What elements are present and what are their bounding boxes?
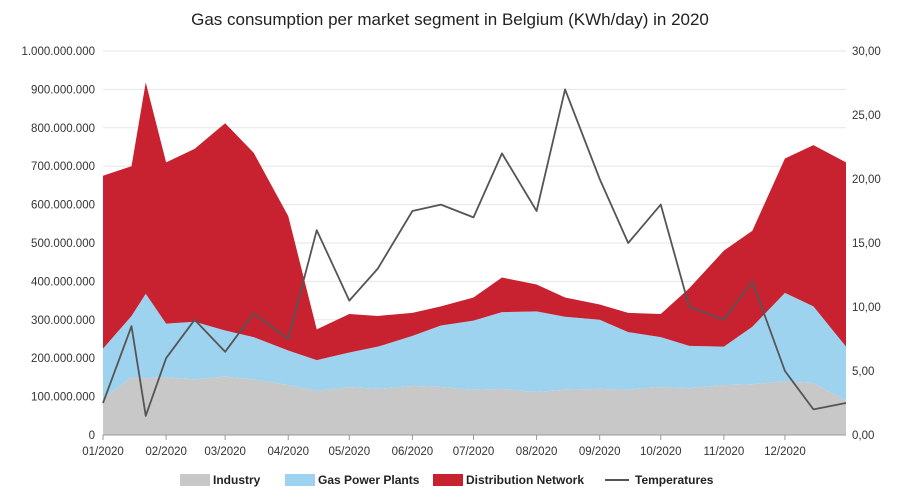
axes: 0 100.000.000 200.000.000 300.000.000 400.00… [21, 46, 880, 458]
legend-label-industry: Industry [213, 473, 261, 487]
y-right-tick-label: 30,00 [852, 46, 881, 58]
y-left-tick-label: 200.000.000 [31, 353, 95, 365]
legend-label-distribution-network: Distribution Network [466, 473, 584, 487]
y-left-tick-label: 600.000.000 [31, 200, 95, 212]
x-tick-label: 09/2020 [579, 446, 621, 458]
y-left-tick-label: 500.000.000 [31, 238, 95, 250]
legend-label-gas-power-plants: Gas Power Plants [318, 473, 420, 487]
legend-label-temperatures: Temperatures [635, 473, 714, 487]
y-left-tick-label: 800.000.000 [31, 123, 95, 135]
x-tick-label: 12/2020 [764, 446, 806, 458]
temperature-line-group [102, 88, 847, 417]
y-left-tick-label: 1.000.000.000 [21, 46, 95, 58]
x-tick-label: 02/2020 [145, 446, 187, 458]
stacked-areas [103, 82, 846, 435]
y-left-tick-label: 400.000.000 [31, 276, 95, 288]
x-tick-label: 01/2020 [82, 446, 124, 458]
x-tick-label: 10/2020 [640, 446, 682, 458]
legend: Industry Gas Power Plants Distribution Net… [180, 473, 714, 487]
y-right-tick-label: 5,00 [852, 366, 874, 378]
area-gas-power-plants [103, 292, 846, 401]
x-tick-label: 07/2020 [453, 446, 495, 458]
y-right-tick-label: 10,00 [852, 302, 881, 314]
y-right-tick-label: 25,00 [852, 110, 881, 122]
temperature-line [102, 88, 847, 417]
y-right-tick-label: 0,00 [852, 430, 874, 442]
chart-title: Gas consumption per market segment in Be… [191, 10, 709, 29]
y-left-tick-label: 900.000.000 [31, 84, 95, 96]
y-left-tick-label: 300.000.000 [31, 315, 95, 327]
y-left-tick-label: 0 [89, 430, 95, 442]
x-tick-label: 11/2020 [704, 446, 745, 458]
legend-swatch-gas-power-plants [285, 474, 315, 486]
legend-swatch-industry [180, 474, 210, 486]
y-left-tick-label: 700.000.000 [31, 161, 95, 173]
x-tick-label: 05/2020 [329, 446, 371, 458]
y-right-tick-label: 15,00 [852, 238, 881, 250]
area-industry [103, 376, 846, 435]
area-distribution-network [103, 82, 846, 361]
x-tick-label: 06/2020 [392, 446, 434, 458]
y-left-tick-label: 100.000.000 [31, 392, 95, 404]
x-tick-label: 03/2020 [204, 446, 246, 458]
y-right-tick-label: 20,00 [852, 174, 881, 186]
legend-swatch-distribution-network [433, 474, 463, 486]
x-tick-label: 08/2020 [516, 446, 558, 458]
x-tick-label: 04/2020 [267, 446, 309, 458]
